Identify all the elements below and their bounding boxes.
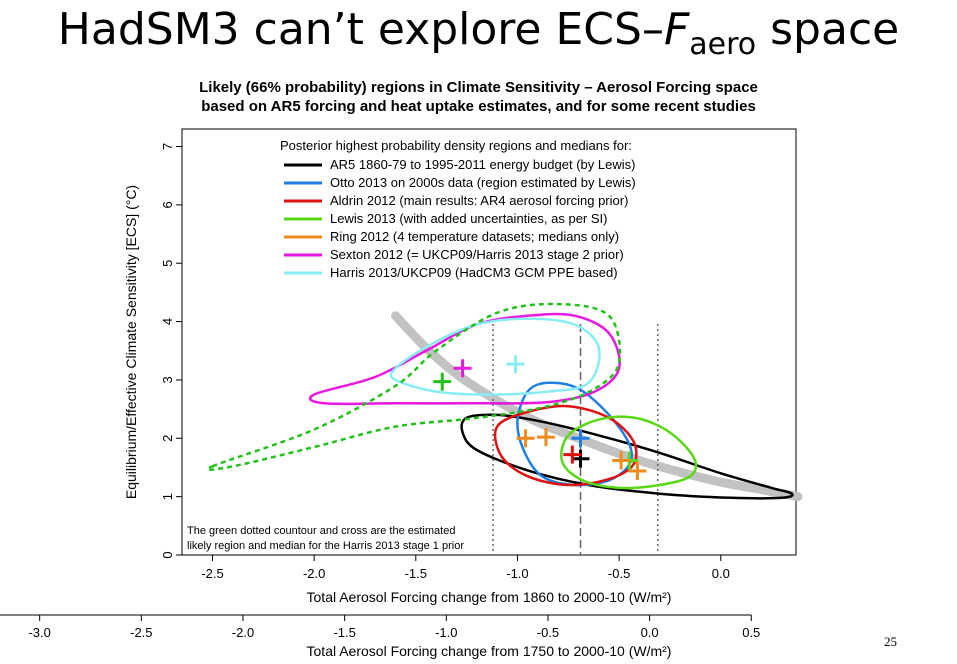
x2-tick-label-1: -3.0 xyxy=(28,625,50,640)
median-series-1 xyxy=(571,429,590,448)
y-tick-label-0: 0 xyxy=(160,551,175,558)
median-series-2 xyxy=(563,445,582,464)
note-line-2: likely region and median for the Harris … xyxy=(187,540,464,552)
contour-series-6 xyxy=(389,317,601,396)
x-axis-label: Total Aerosol Forcing change from 1860 t… xyxy=(307,589,672,605)
x2-axis-label: Total Aerosol Forcing change from 1750 t… xyxy=(307,643,672,659)
x-tick-label-3: -1.0 xyxy=(506,566,528,581)
legend-entry-5: Sexton 2012 (= UKCP09/Harris 2013 stage … xyxy=(330,247,624,262)
x-axis: -2.5 -2.0 -1.5 -1.0 -0.5 0.0 xyxy=(201,555,730,581)
legend-title: Posterior highest probability density re… xyxy=(280,138,632,153)
contour-layer xyxy=(206,302,794,500)
x2-axis: -3.5-3.0-2.5-2.0-1.5-1.0-0.50.00.5 xyxy=(0,614,760,640)
x2-tick-label-2: -2.5 xyxy=(130,625,152,640)
contour-series-2 xyxy=(493,404,638,487)
legend-entry-2: Aldrin 2012 (main results: AR4 aerosol f… xyxy=(330,193,628,208)
median-series-0 xyxy=(571,449,590,468)
median-series-4-1 xyxy=(536,428,555,447)
slide-title-subscript: aero xyxy=(689,27,757,62)
median-series-4-2 xyxy=(612,451,631,470)
chart-title: Likely (66% probability) regions in Clim… xyxy=(199,79,758,96)
legend-entry-6: Harris 2013/UKCP09 (HadCM3 GCM PPE based… xyxy=(330,265,618,280)
x-tick-label-4: -0.5 xyxy=(608,566,630,581)
x-tick-label-0: -2.5 xyxy=(201,566,223,581)
y-tick-label-4: 4 xyxy=(160,318,175,325)
y-tick-label-2: 2 xyxy=(160,435,175,442)
x2-tick-label-6: -0.5 xyxy=(537,625,559,640)
legend-entry-4: Ring 2012 (4 temperature datasets; media… xyxy=(330,229,619,244)
y-tick-label-7: 7 xyxy=(160,143,175,150)
plot-frame xyxy=(181,128,797,556)
slide-title: HadSM3 can’t explore ECS–Faero space xyxy=(0,0,957,75)
chart-subtitle: based on AR5 forcing and heat uptake est… xyxy=(201,98,756,115)
y-tick-label-3: 3 xyxy=(160,376,175,383)
y-tick-label-1: 1 xyxy=(160,493,175,500)
median-layer xyxy=(433,355,647,480)
contour-series-3 xyxy=(560,415,698,490)
legend-entry-3: Lewis 2013 (with added uncertainties, as… xyxy=(330,211,608,226)
note-box: The green dotted countour and cross are … xyxy=(187,525,464,552)
contour-series-7 xyxy=(206,302,622,472)
x2-tick-label-3: -2.0 xyxy=(232,625,254,640)
median-series-7 xyxy=(433,372,452,391)
x2-tick-label-8: 0.5 xyxy=(742,625,760,640)
legend: Posterior highest probability density re… xyxy=(280,138,636,280)
contour-series-0 xyxy=(460,413,794,500)
slide-title-main: HadSM3 can’t explore ECS– xyxy=(57,4,664,55)
x-tick-label-1: -2.0 xyxy=(303,566,325,581)
chart-title-block: Likely (66% probability) regions in Clim… xyxy=(0,78,957,116)
x2-tick-label-5: -1.0 xyxy=(435,625,457,640)
x2-tick-label-4: -1.5 xyxy=(333,625,355,640)
note-line-1: The green dotted countour and cross are … xyxy=(187,525,455,537)
x-tick-label-5: 0.0 xyxy=(712,566,730,581)
y-axis-label: Equilibrium/Effective Climate Sensitivit… xyxy=(123,185,139,499)
y-tick-label-6: 6 xyxy=(160,201,175,208)
median-series-6 xyxy=(506,355,525,374)
slide-title-italic: F xyxy=(663,4,690,55)
y-tick-label-5: 5 xyxy=(160,260,175,267)
x-tick-label-2: -1.5 xyxy=(405,566,427,581)
legend-entry-0: AR5 1860-79 to 1995-2011 energy budget (… xyxy=(330,157,635,172)
median-series-5 xyxy=(453,359,472,378)
x2-tick-label-7: 0.0 xyxy=(641,625,659,640)
median-series-4-3 xyxy=(628,461,647,480)
median-series-4-0 xyxy=(516,429,535,448)
slide-number: 25 xyxy=(884,634,897,649)
y-axis: 0 1 2 3 4 5 6 7 xyxy=(160,143,182,559)
legend-entry-1: Otto 2013 on 2000s data (region estimate… xyxy=(330,175,636,190)
slide-title-tail: space xyxy=(756,4,900,55)
